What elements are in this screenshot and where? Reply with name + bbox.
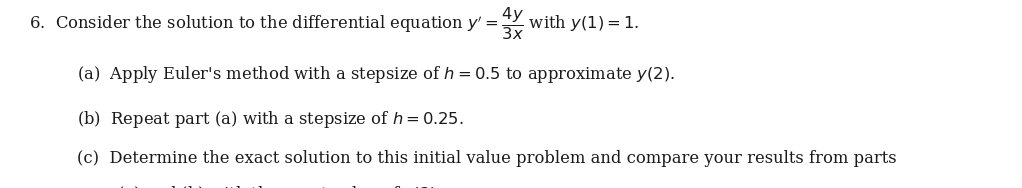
Text: (b)  Repeat part (a) with a stepsize of $h = 0.25$.: (b) Repeat part (a) with a stepsize of $… [77,109,463,130]
Text: (c)  Determine the exact solution to this initial value problem and compare your: (c) Determine the exact solution to this… [77,150,896,167]
Text: (a)  Apply Euler's method with a stepsize of $h = 0.5$ to approximate $y(2)$.: (a) Apply Euler's method with a stepsize… [77,64,675,85]
Text: (a) and (b) with the exact value of $y(2)$.: (a) and (b) with the exact value of $y(2… [117,184,442,188]
Text: 6.  Consider the solution to the differential equation $y' = \dfrac{4y}{3x}$ wit: 6. Consider the solution to the differen… [29,6,639,42]
